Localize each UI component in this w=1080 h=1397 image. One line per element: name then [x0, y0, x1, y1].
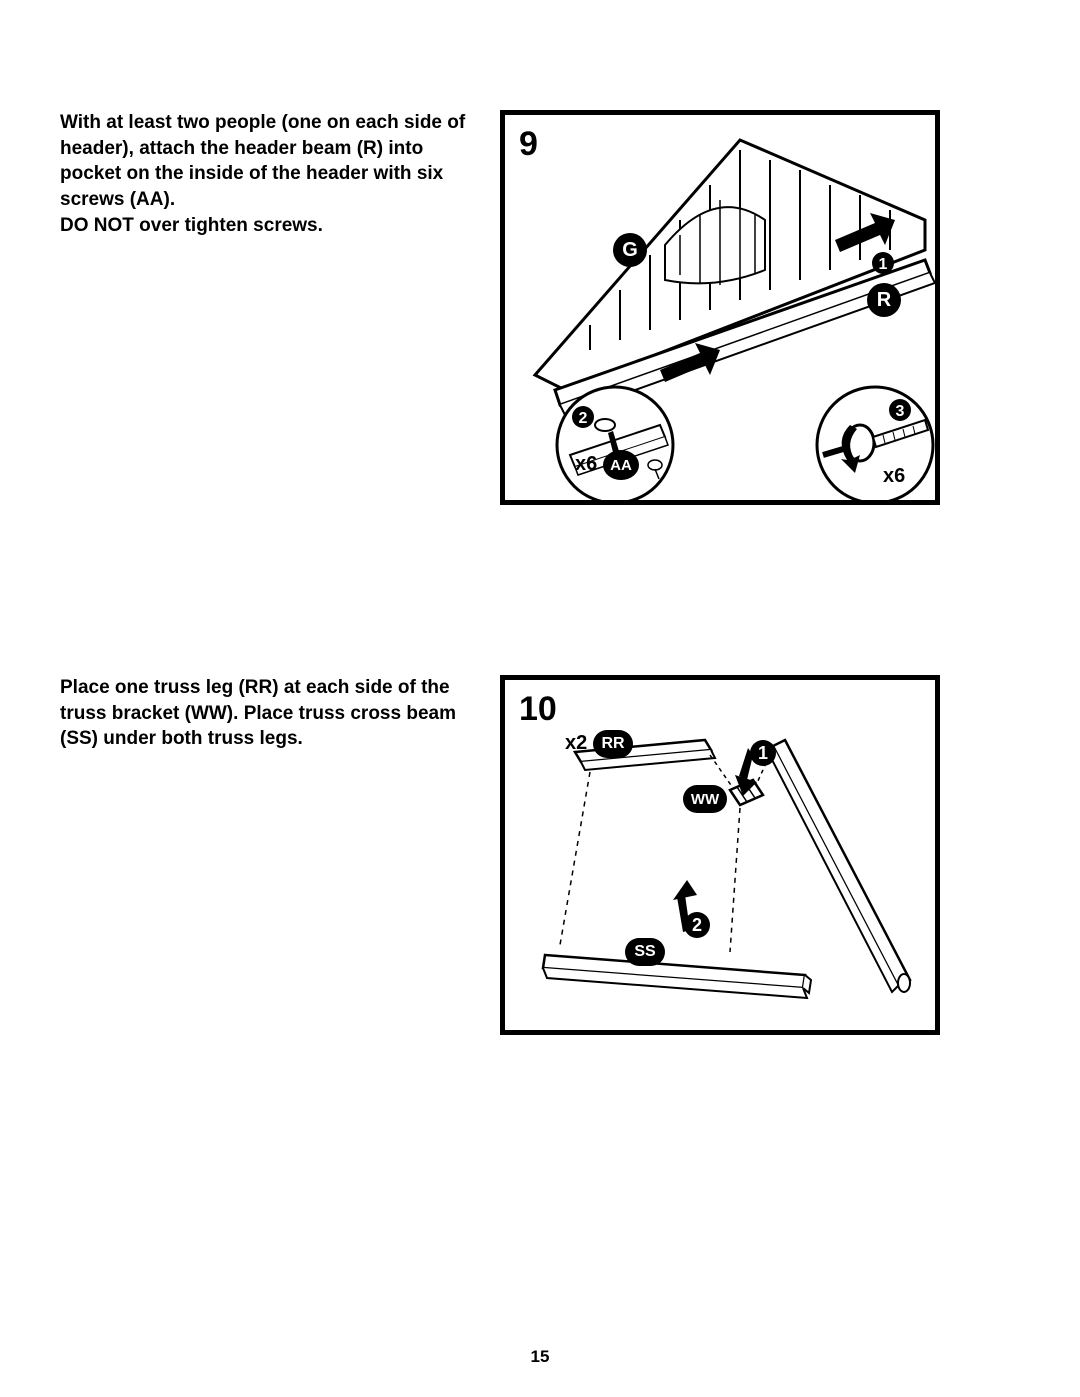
callout-g: G	[613, 233, 647, 267]
step-9-row: With at least two people (one on each si…	[60, 110, 1020, 505]
svg-text:2: 2	[692, 915, 702, 935]
label-r: R	[877, 289, 891, 312]
label-g: G	[622, 239, 638, 262]
qty-x6-left: x6	[575, 453, 597, 476]
step-9-text: With at least two people (one on each si…	[60, 110, 500, 505]
step9-text-main: With at least two people (one on each si…	[60, 112, 465, 210]
callout-ww: WW	[683, 785, 727, 813]
label-rr: RR	[601, 735, 624, 753]
step-10-number: 10	[513, 688, 563, 731]
callout-ss: SS	[625, 938, 665, 966]
svg-text:3: 3	[896, 403, 905, 420]
spacer	[60, 565, 1020, 675]
step9-text-strong: DO NOT	[60, 215, 134, 236]
page-container: With at least two people (one on each si…	[0, 0, 1080, 1397]
svg-text:1: 1	[879, 256, 888, 273]
step-10-diagram: 10	[500, 675, 940, 1035]
step-9-diagram: 9	[500, 110, 940, 505]
step10-text-main: Place one truss leg (RR) at each side of…	[60, 677, 456, 749]
page-number: 15	[0, 1347, 1080, 1367]
step-10-row: Place one truss leg (RR) at each side of…	[60, 675, 1020, 1035]
qty-x2: x2	[565, 732, 587, 755]
callout-aa: AA	[603, 450, 639, 480]
qty-x6-right: x6	[883, 465, 905, 488]
callout-r: R	[867, 283, 901, 317]
step-10-text: Place one truss leg (RR) at each side of…	[60, 675, 500, 1035]
step9-text-tail: over tighten screws.	[134, 215, 323, 236]
callout-rr: RR	[593, 730, 633, 758]
svg-text:2: 2	[579, 410, 588, 427]
svg-text:1: 1	[758, 743, 768, 763]
label-ww: WW	[691, 791, 719, 808]
step-9-number: 9	[513, 123, 544, 166]
label-aa: AA	[610, 457, 632, 474]
label-ss: SS	[634, 943, 655, 961]
